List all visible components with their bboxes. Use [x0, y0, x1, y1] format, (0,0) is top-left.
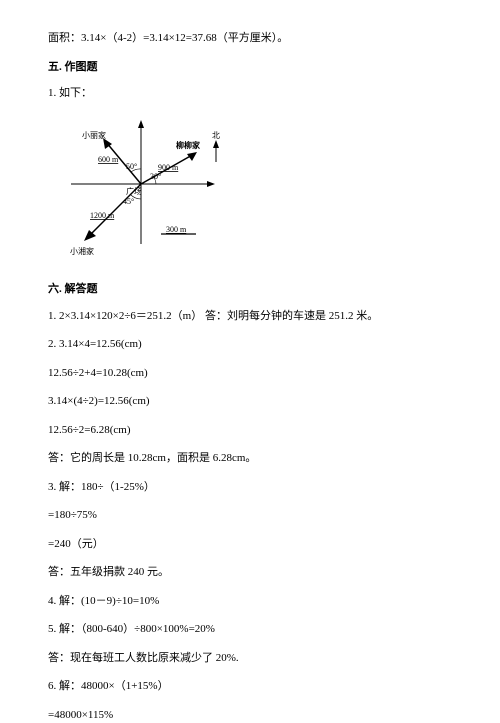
answer-line: 4. 解：(10－9)÷10=10%	[48, 593, 452, 610]
label-900m: 900 m	[158, 163, 179, 172]
answer-line: =180÷75%	[48, 507, 452, 524]
label-xiaoli: 小丽家	[82, 130, 106, 140]
label-guangchang: 广场	[126, 186, 142, 196]
label-30deg: 30°	[150, 172, 161, 181]
answer-line: 2. 3.14×4=12.56(cm)	[48, 336, 452, 353]
answer-line: 3.14×(4÷2)=12.56(cm)	[48, 393, 452, 410]
answer-line: 答：现在每班工人数比原来减少了 20%.	[48, 650, 452, 667]
label-north: 北	[212, 131, 220, 140]
label-xiaoxiang: 小湘家	[70, 246, 94, 256]
compass-diagram: 小丽家 柳柳家 小湘家 广场 北 600 m 900 m 1200 m 300 …	[56, 114, 226, 264]
section-6-title: 六. 解答题	[48, 281, 452, 298]
answer-line: 5. 解：（800-640）÷800×100%=20%	[48, 621, 452, 638]
answer-line: 6. 解：48000×（1+15%）	[48, 678, 452, 695]
answer-line: 答：五年级捐款 240 元。	[48, 564, 452, 581]
section-5-q1: 1. 如下：	[48, 85, 452, 102]
answer-line: 12.56÷2+4=10.28(cm)	[48, 365, 452, 382]
label-600m: 600 m	[98, 155, 119, 164]
answer-line: 答：它的周长是 10.28cm，面积是 6.28cm。	[48, 450, 452, 467]
answer-line: =48000×115%	[48, 707, 452, 723]
diagram-container: 小丽家 柳柳家 小湘家 广场 北 600 m 900 m 1200 m 300 …	[56, 114, 452, 270]
answer-line: 12.56÷2=6.28(cm)	[48, 422, 452, 439]
label-50deg: 50°	[126, 162, 137, 171]
answer-line: 1. 2×3.14×120×2÷6＝251.2（m） 答：刘明每分钟的车速是 2…	[48, 308, 452, 325]
area-calc-line: 面积：3.14×（4-2）=3.14×12=37.68（平方厘米）。	[48, 30, 452, 47]
label-45deg: 45°	[123, 197, 134, 206]
section-5-title: 五. 作图题	[48, 59, 452, 76]
label-300m: 300 m	[166, 225, 187, 234]
label-1200m: 1200 m	[90, 211, 115, 220]
label-liuliu: 柳柳家	[176, 140, 201, 150]
answer-line: 3. 解：180÷（1-25%）	[48, 479, 452, 496]
answer-line: =240（元）	[48, 536, 452, 553]
